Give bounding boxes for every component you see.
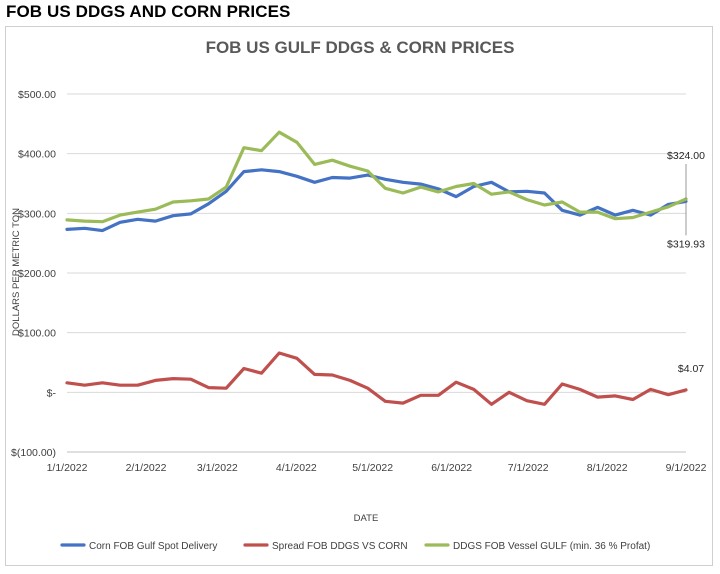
data-annotations: $324.00 $319.93 $4.07 <box>667 150 705 375</box>
x-tick-label: 1/1/2022 <box>47 462 88 474</box>
x-tick-label: 9/1/2022 <box>666 462 707 474</box>
gridlines <box>67 93 686 393</box>
series-line-0 <box>65 168 688 233</box>
legend: Corn FOB Gulf Spot Delivery Spread FOB DD… <box>60 541 650 552</box>
y-axis-ticks: $(100.00) $- $100.00 $200.00 $300.00 $400.00 $… <box>11 89 56 459</box>
y-tick-label: $100.00 <box>18 328 56 340</box>
x-tick-label: 5/1/2022 <box>352 462 393 474</box>
data-label: $4.07 <box>678 363 704 375</box>
y-tick-label: $(100.00) <box>11 447 56 459</box>
y-tick-label: $200.00 <box>18 268 56 280</box>
series-line-2 <box>65 130 688 224</box>
x-tick-label: 4/1/2022 <box>276 462 317 474</box>
y-tick-label: $500.00 <box>18 89 56 101</box>
series-lines <box>65 130 688 406</box>
chart-title: FOB US GULF DDGS & CORN PRICES <box>206 38 515 57</box>
legend-label: Corn FOB Gulf Spot Delivery <box>89 541 217 552</box>
x-tick-label: 8/1/2022 <box>587 462 628 474</box>
x-axis-title: DATE <box>354 513 379 524</box>
y-tick-label: $300.00 <box>18 208 56 220</box>
y-tick-label: $- <box>47 387 57 399</box>
data-label: $319.93 <box>667 238 705 250</box>
y-tick-label: $400.00 <box>18 149 56 161</box>
x-tick-label: 3/1/2022 <box>197 462 238 474</box>
x-axis-ticks: 1/1/2022 2/1/2022 3/1/2022 4/1/2022 5/1/2022… <box>47 462 707 474</box>
chart-frame <box>5 26 713 566</box>
legend-label: Spread FOB DDGS VS CORN <box>272 541 408 552</box>
legend-label: DDGS FOB Vessel GULF (min. 36 % Profat) <box>453 541 650 552</box>
data-label: $324.00 <box>667 150 705 162</box>
y-axis-title: DOLLARS PER METRIC TON <box>11 208 22 336</box>
x-tick-label: 7/1/2022 <box>508 462 549 474</box>
series-line-1 <box>65 351 688 406</box>
page-heading: FOB US DDGS AND CORN PRICES <box>6 2 291 21</box>
x-tick-label: 2/1/2022 <box>126 462 167 474</box>
x-tick-label: 6/1/2022 <box>431 462 472 474</box>
